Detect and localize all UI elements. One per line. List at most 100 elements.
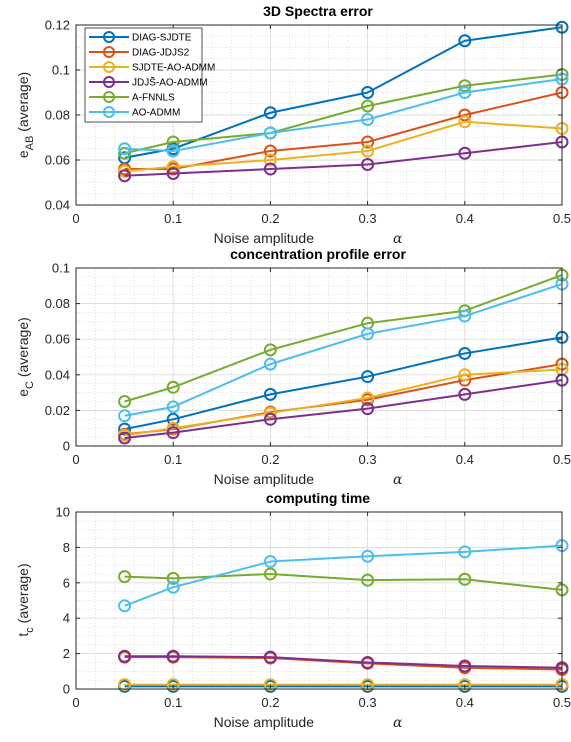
x-tick-label: 0.1 <box>164 452 182 467</box>
series-5 <box>118 539 569 613</box>
data-point <box>361 113 375 126</box>
data-point <box>166 580 180 594</box>
legend-label: SJDTE-AO-ADMM <box>132 63 215 74</box>
data-point <box>263 126 277 140</box>
plot-frame <box>75 267 563 447</box>
x-axis-symbol: α <box>393 472 403 488</box>
data-point <box>263 387 277 401</box>
data-point <box>458 34 472 48</box>
y-tick-label: 0.04 <box>45 198 70 213</box>
data-point <box>166 649 180 663</box>
legend-label: DIAG-JDJS2 <box>132 48 190 59</box>
data-point <box>458 86 472 99</box>
series-line <box>124 368 563 437</box>
data-point <box>263 555 277 569</box>
x-tick-label: 0.4 <box>456 211 474 226</box>
x-tick-label: 0.2 <box>261 695 279 710</box>
data-point <box>166 167 180 180</box>
plot-frame <box>75 511 563 690</box>
series-line <box>124 78 563 152</box>
panel-title: computing time <box>266 490 370 506</box>
series-lines <box>118 268 569 445</box>
y-tick-label: 10 <box>56 505 70 520</box>
data-point <box>118 431 132 445</box>
legend-marker <box>103 106 115 118</box>
x-tick-label: 0.4 <box>456 452 474 467</box>
panel-computing-time: computing time 0 0.1 0.2 0.3 0.4 0.5 0 2 4 6 8 10 N… <box>15 490 571 731</box>
data-point <box>361 370 375 384</box>
data-point <box>458 387 472 401</box>
data-point <box>263 412 277 426</box>
x-tick-label: 0.5 <box>553 211 571 226</box>
series-2 <box>118 678 569 692</box>
x-tick-label: 0.5 <box>553 452 571 467</box>
data-point <box>118 142 132 156</box>
data-point <box>166 421 180 435</box>
x-tick-label: 0.3 <box>359 695 377 710</box>
data-point <box>166 426 180 440</box>
y-axis-label: tc (average) <box>15 563 36 636</box>
x-tick-label: 0 <box>72 695 79 710</box>
data-point <box>458 146 472 160</box>
axis-ticks: 0 0.1 0.2 0.3 0.4 0.5 0 2 4 6 8 10 <box>56 505 571 711</box>
data-point <box>118 570 132 584</box>
legend-marker <box>103 31 115 43</box>
data-point <box>263 106 277 120</box>
legend-marker <box>103 61 115 73</box>
y-axis-sub: C <box>24 381 36 389</box>
y-tick-label: 0.06 <box>45 153 70 168</box>
x-axis-symbol: α <box>393 715 403 731</box>
legend-marker <box>103 46 115 58</box>
y-tick-label: 0.02 <box>45 403 70 418</box>
legend-marker <box>103 76 115 88</box>
y-axis-var: e <box>15 389 31 397</box>
x-tick-label: 0.1 <box>164 695 182 710</box>
series-line <box>124 91 563 170</box>
data-point <box>361 158 375 171</box>
data-point <box>458 572 472 586</box>
y-axis-suffix: (average) <box>15 563 31 627</box>
data-point <box>458 108 472 122</box>
y-tick-label: 2 <box>63 646 70 661</box>
data-point <box>263 567 277 581</box>
x-tick-label: 0.3 <box>359 211 377 226</box>
legend-item-2: SJDTE-AO-ADMM <box>89 61 215 74</box>
panel-title: concentration profile error <box>230 246 406 262</box>
data-point <box>361 549 375 563</box>
panel-concentration-error: concentration profile error 0 0.1 0.2 0.3 0.… <box>15 246 571 488</box>
y-axis-label: eC (average) <box>15 317 36 397</box>
legend: DIAG-SJDTE DIAG-JDJS2 SJDTE-AO-ADMM JDJS… <box>84 27 215 123</box>
data-point <box>458 309 472 323</box>
x-tick-label: 0.3 <box>359 452 377 467</box>
series-line <box>124 274 563 403</box>
panel-title: 3D Spectra error <box>263 3 373 19</box>
data-point <box>263 357 277 371</box>
legend-box <box>84 27 203 123</box>
y-tick-label: 0 <box>63 682 70 697</box>
x-tick-label: 0.1 <box>164 211 182 226</box>
data-point <box>263 162 277 176</box>
x-axis-label: Noise amplitude <box>214 230 315 246</box>
series-line <box>124 283 563 417</box>
x-axis-symbol: α <box>393 231 403 247</box>
data-point <box>263 650 277 664</box>
data-point <box>361 144 375 158</box>
y-axis-var: t <box>15 633 31 637</box>
y-axis-suffix: (average) <box>15 72 31 136</box>
data-point <box>361 327 375 341</box>
data-point <box>118 146 132 160</box>
data-point <box>118 409 132 423</box>
data-point <box>263 678 277 692</box>
data-point <box>118 395 132 408</box>
x-tick-label: 0 <box>72 211 79 226</box>
y-axis-label: eAB (average) <box>15 72 36 158</box>
axis-ticks: 0 0.1 0.2 0.3 0.4 0.5 0 0.02 0.04 0.06 0.08 0.1 <box>45 261 571 468</box>
data-point <box>118 649 132 663</box>
y-tick-label: 6 <box>63 575 70 590</box>
data-point <box>458 346 472 360</box>
x-axis-label: Noise amplitude <box>214 471 315 487</box>
series-line <box>124 379 563 439</box>
data-point <box>166 412 180 426</box>
data-point <box>166 678 180 692</box>
